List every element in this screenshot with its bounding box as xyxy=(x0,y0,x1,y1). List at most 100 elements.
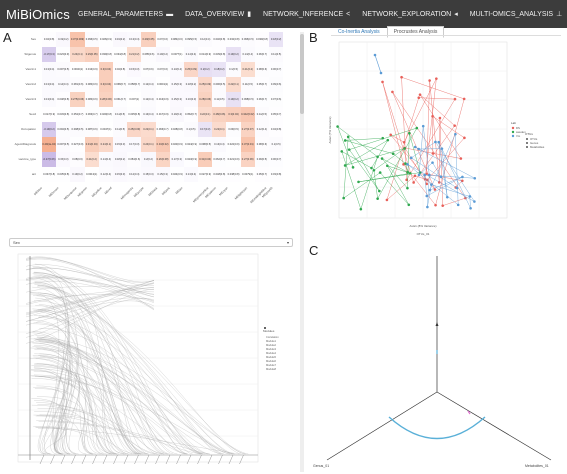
flow-line-top xyxy=(25,275,155,298)
flow-line xyxy=(36,415,120,455)
heatmap-cell-value: 0.49 xyxy=(42,143,48,146)
link-arc xyxy=(388,416,486,440)
flow-line-top xyxy=(25,282,155,293)
scrollbar-track[interactable] xyxy=(300,32,304,472)
heatmap-cell-pvalue: (0.2) xyxy=(134,53,140,56)
heatmap-cell-value: 0.15 xyxy=(171,83,177,86)
bottom-right-label: Metabolites_01 xyxy=(525,464,549,468)
heatmap-cell-value: 0.026 xyxy=(99,38,107,41)
procrustes-link xyxy=(382,81,404,165)
heatmap-cell-value: 0.22 xyxy=(199,113,206,116)
nav-network-exploration[interactable]: NETWORK_EXPLORATION ◂ xyxy=(362,10,457,19)
heatmap-cell-pvalue: (0.8) xyxy=(63,173,70,176)
procrustes-link xyxy=(407,164,475,202)
procrustes-link xyxy=(381,158,408,189)
heatmap-cell: 0.024 (0.9) xyxy=(170,167,184,182)
heatmap-cell-pvalue: (0.4) xyxy=(190,173,197,176)
heatmap-cell: 0.09 (0.5) xyxy=(226,122,241,137)
heatmap-cell: 0.0047 (1) xyxy=(99,122,113,137)
tick-mark xyxy=(71,454,76,465)
heatmap-cell: 0.13 (0.4) xyxy=(42,77,57,92)
procrustes-link xyxy=(344,139,388,166)
heatmap-cell-value: 0.05 xyxy=(256,83,262,86)
heatmap-cell-value: 0.13 xyxy=(43,68,49,71)
heatmap-cell: 0.084 (0.6) xyxy=(169,32,184,47)
tab-procrustes[interactable]: Procrustes Analysis xyxy=(386,26,445,38)
procrustes-point xyxy=(378,171,382,174)
heatmap-cell-pvalue: (0.7) xyxy=(120,98,126,101)
heatmap-cell-value: 0.084 xyxy=(85,83,93,86)
heatmap-cell-value: 0.05 xyxy=(270,113,276,116)
flow-line-top xyxy=(25,276,155,302)
heatmap-cell: 0.05 (0.7) xyxy=(254,167,269,182)
heatmap-row: 0.49 (4e-04) 0.097 (0.5) 0.027 (0.9) 0.31 (0.04… xyxy=(42,137,284,152)
heatmap-row-label: Occupation xyxy=(20,127,36,131)
heatmap-cell-value: 0.15 xyxy=(143,173,149,176)
heatmap-cell-value: 0.098 xyxy=(199,143,206,146)
procrustes-link xyxy=(429,176,463,191)
heatmap-cell: 0.18 (0.2) xyxy=(212,62,227,77)
heatmap-cell-value: 0.085 xyxy=(142,53,149,56)
heatmap-cell: 0.11 (0.5) xyxy=(212,92,227,107)
nav-network-inference[interactable]: NETWORK_INFERENCE < xyxy=(263,11,350,18)
scrollbar-thumb[interactable] xyxy=(300,34,304,114)
tick-mark xyxy=(144,454,150,465)
heatmap-cell-pvalue: (0.6) xyxy=(275,83,282,86)
heatmap-cell-value: -0.17 xyxy=(43,53,50,56)
heatmap-cell-value: 0.29 xyxy=(142,38,148,41)
procrustes-link xyxy=(373,148,405,171)
heatmap-row-label: Sexd xyxy=(29,112,36,116)
heatmap-cell: 0.095 (0.5) xyxy=(183,32,199,47)
node-marker xyxy=(435,322,439,326)
heatmap-cell-pvalue: (0.5) xyxy=(63,68,70,71)
module-trait-heatmap: Sex 0.04 (0.8) 0.19 (0.2) 0.37 (0.009) 0.096 (0.… xyxy=(12,32,284,227)
heatmap-cell: 0.09 (0.5) xyxy=(254,152,269,167)
heatmap-cell-pvalue: (0.7) xyxy=(120,83,126,86)
procrustes-point xyxy=(418,93,422,96)
procrustes-point xyxy=(408,172,412,175)
heatmap-cell-value: 0.25 xyxy=(185,68,191,71)
heatmap-cell: 0.084 (0.6) xyxy=(84,92,99,107)
flow-line xyxy=(35,310,79,455)
tab-co-inertia[interactable]: Co-Inertia Analysis xyxy=(338,29,380,35)
heatmap-cell-value: 0.17 xyxy=(199,128,206,131)
heatmap-cell-pvalue: (0.7) xyxy=(275,113,282,116)
trait-select[interactable]: Sex ▾ xyxy=(9,238,293,247)
heatmap-cell: 0.15 (0.3) xyxy=(169,77,184,92)
heatmap-cell: 0.3 (0.04) xyxy=(98,62,113,77)
heatmap-cell: 0.023 (0.9) xyxy=(56,47,70,62)
nav-multi-omics-analysis[interactable]: MULTI-OMICS_ANALYSIS ⊥ xyxy=(470,10,562,19)
heatmap-cell-value: 0.023 xyxy=(170,143,178,146)
procrustes-link xyxy=(439,118,441,183)
nav-general-parameters[interactable]: GENERAL_PARAMETERS ▬ xyxy=(78,11,173,18)
heatmap-cell: 0.37 (0.01) xyxy=(240,137,255,152)
heatmap-cell-pvalue: (1) xyxy=(250,173,254,176)
heatmap-cell-pvalue: (0.8) xyxy=(48,38,55,41)
heatmap-cell: 0.15 (0.3) xyxy=(56,152,71,167)
nav-data-overview[interactable]: DATA_OVERVIEW ▮ xyxy=(185,10,251,19)
heatmap-cell-pvalue: (0.06) xyxy=(218,113,226,116)
heatmap-cell: 0.19 (0.2) xyxy=(70,167,85,182)
heatmap-cell-value: 0.087 xyxy=(85,128,93,131)
heatmap-cell-pvalue: (0.8) xyxy=(106,53,112,56)
heatmap-cell: 0.15 (0.3) xyxy=(112,137,128,152)
procrustes-link xyxy=(409,133,421,173)
flow-line xyxy=(34,263,141,455)
procrustes-link xyxy=(426,176,463,197)
heatmap-cell: 0.18 (0.2) xyxy=(269,32,284,47)
heatmap-cell: 0.25 (0.09) xyxy=(127,122,142,137)
procrustes-point xyxy=(462,97,466,101)
panel-label-c: C xyxy=(309,243,319,258)
heatmap-cell-pvalue: (0.04) xyxy=(90,143,98,146)
heatmap-cell: 0.096 (0.5) xyxy=(240,32,255,47)
top-navbar: MiBiOmics GENERAL_PARAMETERS ▬ DATA_OVER… xyxy=(0,0,567,28)
heatmap-cell: 0.05 (0.7) xyxy=(254,77,269,92)
heatmap-cell-value: 0.09 xyxy=(270,83,276,86)
procrustes-point xyxy=(456,203,460,207)
brand-logo[interactable]: MiBiOmics xyxy=(6,6,70,22)
heatmap-cell-value: 0.04 xyxy=(43,38,49,41)
flow-line xyxy=(32,346,129,455)
heatmap-cell: 0.1 (0.5) xyxy=(183,122,199,137)
heatmap-cell: 0.19 (0.2) xyxy=(112,32,128,47)
heatmap-cell-pvalue: (0.3) xyxy=(176,83,182,86)
